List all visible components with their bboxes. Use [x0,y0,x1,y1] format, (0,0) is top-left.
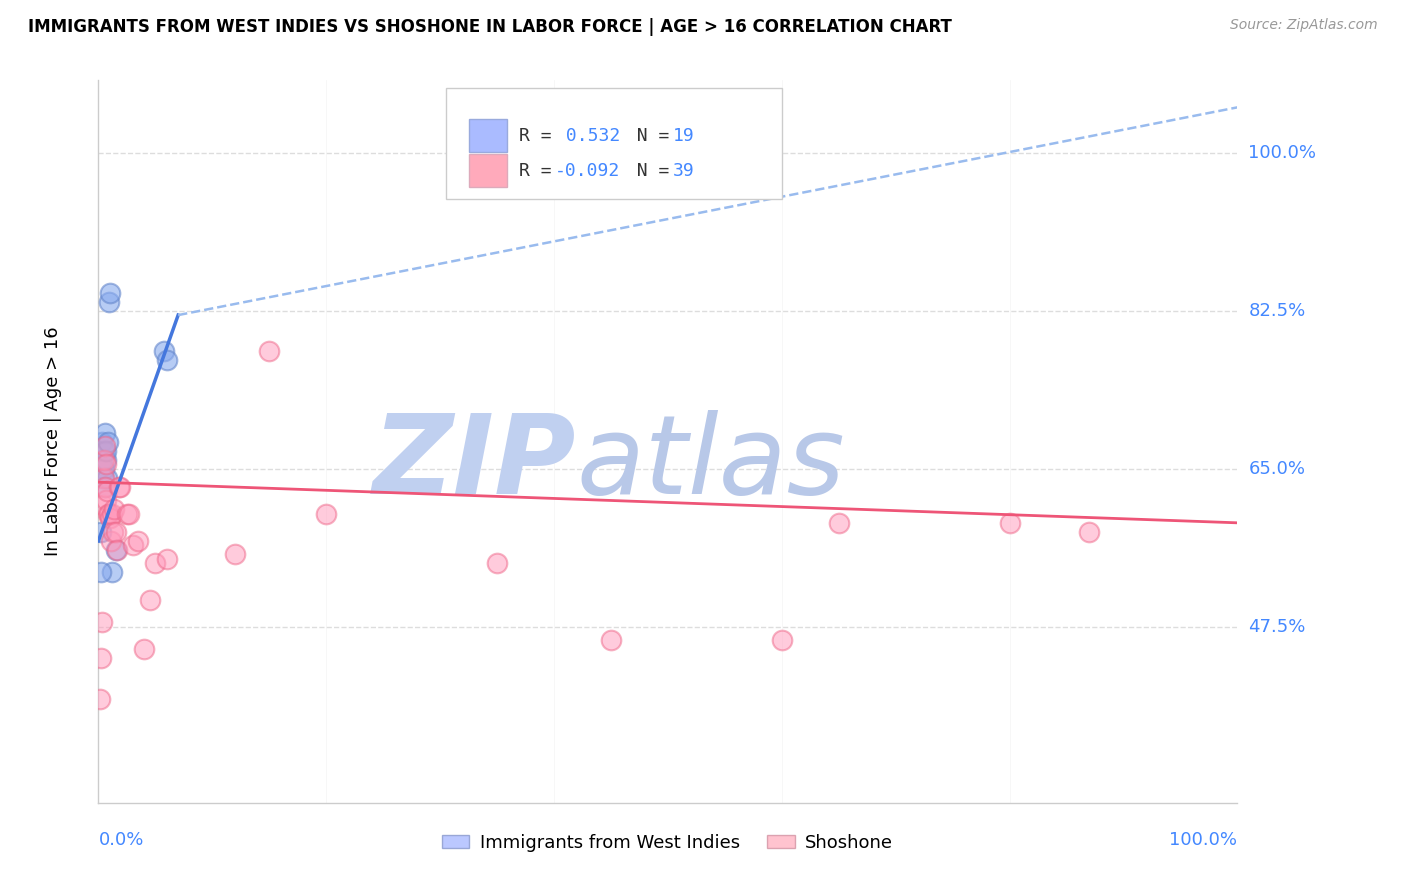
Point [156,552,179,566]
Point [91,498,114,512]
Point [91,434,114,449]
Point [103,524,125,539]
Text: 19: 19 [672,127,695,145]
Point [96,493,118,508]
Point [97,294,120,309]
Text: N =: N = [616,127,681,145]
Point [104,542,127,557]
Text: R =: R = [519,161,562,180]
Point [90,566,112,580]
Point [153,344,176,359]
Point [93,471,115,485]
Point [94,480,117,494]
Text: 100.0%: 100.0% [1249,144,1316,161]
Point [138,592,160,607]
Text: -0.092: -0.092 [555,161,620,180]
Point [93,443,115,458]
Point [103,502,125,516]
Text: 47.5%: 47.5% [1249,617,1306,636]
Point [94,452,117,467]
Point [96,434,118,449]
Point [96,471,118,485]
Text: N =: N = [616,161,681,180]
Text: Source: ZipAtlas.com: Source: ZipAtlas.com [1230,18,1378,32]
Text: 100.0%: 100.0% [1170,830,1237,848]
Point [315,507,337,521]
Point [224,548,246,562]
Point [600,633,623,648]
Point [127,533,149,548]
Point [101,566,124,580]
FancyBboxPatch shape [468,154,508,187]
Point [96,443,118,458]
Point [94,457,117,471]
Text: IMMIGRANTS FROM WEST INDIES VS SHOSHONE IN LABOR FORCE | AGE > 16 CORRELATION CH: IMMIGRANTS FROM WEST INDIES VS SHOSHONE … [28,18,952,36]
Point [93,452,115,467]
Text: 0.0%: 0.0% [98,830,143,848]
Point [108,480,131,494]
Point [96,484,118,499]
Point [101,507,124,521]
Point [96,507,118,521]
Point [94,480,117,494]
Text: In Labor Force | Age > 16: In Labor Force | Age > 16 [44,326,62,557]
Point [89,692,111,706]
Point [104,524,127,539]
Text: 82.5%: 82.5% [1249,301,1306,319]
Point [93,461,115,475]
Point [121,538,143,552]
Point [1078,524,1101,539]
Point [998,516,1021,530]
Point [105,542,128,557]
Point [259,344,281,359]
Point [93,439,115,453]
Point [156,353,179,368]
Point [108,480,131,494]
Point [115,507,138,521]
Point [90,524,112,539]
Point [97,507,120,521]
Point [118,507,141,521]
Text: 65.0%: 65.0% [1249,459,1305,477]
Point [145,557,167,571]
Point [98,511,121,525]
Text: atlas: atlas [576,409,845,516]
Point [132,642,155,657]
Point [770,633,793,648]
Point [100,533,122,548]
FancyBboxPatch shape [468,119,508,153]
Point [486,557,509,571]
Point [98,285,121,300]
Text: 0.532: 0.532 [555,127,620,145]
Legend: Immigrants from West Indies, Shoshone: Immigrants from West Indies, Shoshone [434,826,901,859]
FancyBboxPatch shape [446,87,782,200]
Point [828,516,851,530]
Text: ZIP: ZIP [373,409,576,516]
Point [91,471,114,485]
Point [93,425,115,440]
Text: 39: 39 [672,161,695,180]
Point [90,452,112,467]
Point [90,651,112,665]
Point [90,615,112,630]
Text: R =: R = [519,127,562,145]
